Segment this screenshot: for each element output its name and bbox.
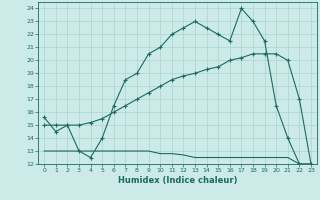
X-axis label: Humidex (Indice chaleur): Humidex (Indice chaleur): [118, 176, 237, 185]
